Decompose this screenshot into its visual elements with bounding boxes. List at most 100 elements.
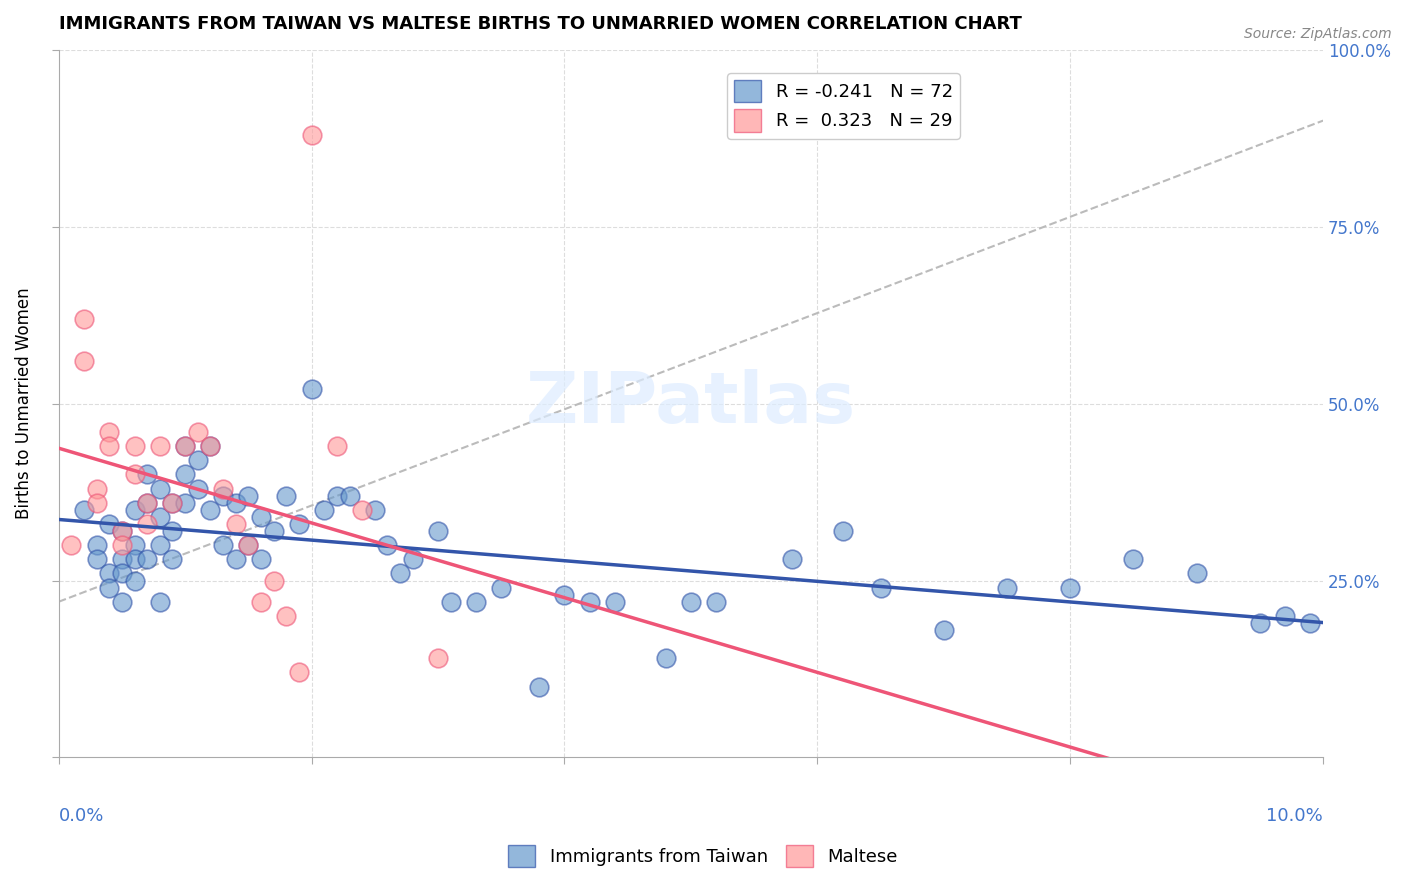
- Point: [162, 552, 184, 566]
- Point: [238, 538, 260, 552]
- Point: [111, 538, 134, 552]
- Point: [136, 496, 159, 510]
- Point: [288, 665, 311, 680]
- Point: [86, 538, 108, 552]
- Point: [440, 595, 463, 609]
- Point: [704, 595, 727, 609]
- Point: [427, 524, 450, 538]
- Point: [149, 509, 172, 524]
- Point: [111, 524, 134, 538]
- Point: [288, 516, 311, 531]
- Point: [124, 502, 146, 516]
- Point: [187, 453, 209, 467]
- Point: [136, 467, 159, 482]
- Text: 0.0%: 0.0%: [59, 807, 104, 825]
- Point: [679, 595, 702, 609]
- Point: [98, 566, 121, 581]
- Point: [86, 496, 108, 510]
- Point: [352, 502, 374, 516]
- Point: [427, 651, 450, 665]
- Point: [339, 489, 361, 503]
- Point: [124, 439, 146, 453]
- Point: [250, 552, 273, 566]
- Text: ZIPatlas: ZIPatlas: [526, 369, 856, 438]
- Point: [86, 482, 108, 496]
- Point: [465, 595, 488, 609]
- Point: [225, 516, 247, 531]
- Point: [402, 552, 425, 566]
- Point: [200, 439, 222, 453]
- Point: [250, 595, 273, 609]
- Point: [162, 496, 184, 510]
- Point: [136, 552, 159, 566]
- Point: [578, 595, 600, 609]
- Point: [60, 538, 83, 552]
- Point: [111, 566, 134, 581]
- Point: [238, 538, 260, 552]
- Point: [162, 524, 184, 538]
- Point: [98, 581, 121, 595]
- Point: [869, 581, 891, 595]
- Point: [86, 552, 108, 566]
- Point: [527, 680, 550, 694]
- Point: [98, 439, 121, 453]
- Point: [389, 566, 412, 581]
- Point: [73, 502, 96, 516]
- Point: [1249, 615, 1271, 630]
- Point: [301, 383, 323, 397]
- Point: [1299, 615, 1322, 630]
- Point: [225, 496, 247, 510]
- Text: 10.0%: 10.0%: [1267, 807, 1323, 825]
- Point: [326, 439, 349, 453]
- Point: [831, 524, 853, 538]
- Point: [654, 651, 676, 665]
- Point: [932, 623, 955, 637]
- Point: [1059, 581, 1081, 595]
- Point: [111, 595, 134, 609]
- Point: [212, 489, 235, 503]
- Point: [603, 595, 626, 609]
- Point: [124, 574, 146, 588]
- Text: Source: ZipAtlas.com: Source: ZipAtlas.com: [1244, 27, 1392, 41]
- Point: [276, 608, 298, 623]
- Point: [73, 311, 96, 326]
- Point: [364, 502, 387, 516]
- Point: [780, 552, 803, 566]
- Point: [225, 552, 247, 566]
- Point: [149, 538, 172, 552]
- Y-axis label: Births to Unmarried Women: Births to Unmarried Women: [15, 288, 32, 519]
- Point: [149, 439, 172, 453]
- Point: [174, 439, 197, 453]
- Point: [149, 595, 172, 609]
- Legend: Immigrants from Taiwan, Maltese: Immigrants from Taiwan, Maltese: [501, 838, 905, 874]
- Point: [238, 489, 260, 503]
- Point: [276, 489, 298, 503]
- Point: [174, 467, 197, 482]
- Point: [1122, 552, 1144, 566]
- Point: [136, 496, 159, 510]
- Point: [1185, 566, 1208, 581]
- Point: [98, 425, 121, 439]
- Point: [124, 467, 146, 482]
- Point: [200, 502, 222, 516]
- Legend: R = -0.241   N = 72, R =  0.323   N = 29: R = -0.241 N = 72, R = 0.323 N = 29: [727, 73, 960, 139]
- Point: [111, 524, 134, 538]
- Text: IMMIGRANTS FROM TAIWAN VS MALTESE BIRTHS TO UNMARRIED WOMEN CORRELATION CHART: IMMIGRANTS FROM TAIWAN VS MALTESE BIRTHS…: [59, 15, 1022, 33]
- Point: [174, 439, 197, 453]
- Point: [263, 524, 285, 538]
- Point: [136, 516, 159, 531]
- Point: [301, 128, 323, 142]
- Point: [263, 574, 285, 588]
- Point: [73, 354, 96, 368]
- Point: [250, 509, 273, 524]
- Point: [1274, 608, 1296, 623]
- Point: [124, 552, 146, 566]
- Point: [111, 552, 134, 566]
- Point: [187, 482, 209, 496]
- Point: [377, 538, 399, 552]
- Point: [326, 489, 349, 503]
- Point: [124, 538, 146, 552]
- Point: [212, 538, 235, 552]
- Point: [491, 581, 513, 595]
- Point: [174, 496, 197, 510]
